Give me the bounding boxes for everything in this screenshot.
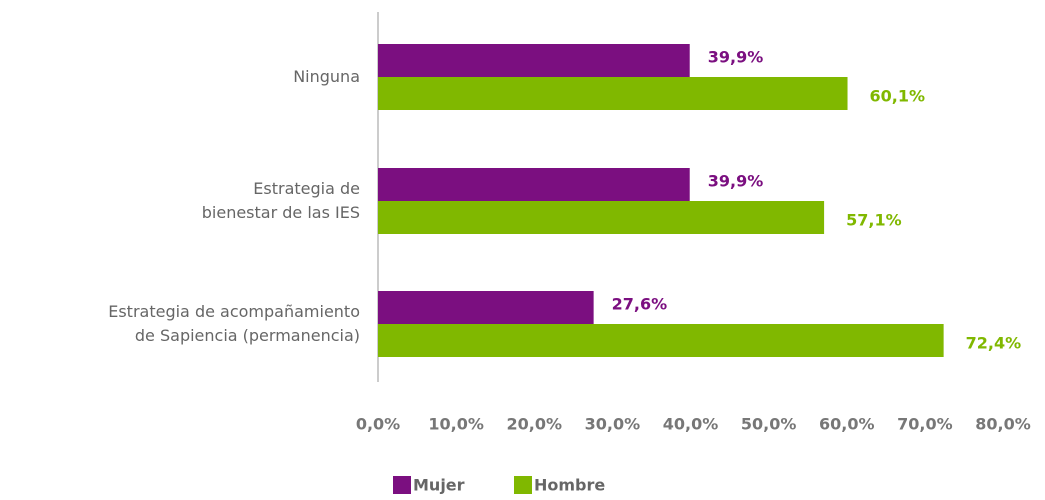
x-tick-label: 60,0% xyxy=(819,415,875,434)
value-label: 72,4% xyxy=(966,334,1022,353)
x-tick-label: 70,0% xyxy=(897,415,953,434)
value-label: 39,9% xyxy=(708,48,764,67)
value-label: 57,1% xyxy=(846,211,902,230)
x-tick-label: 0,0% xyxy=(356,415,400,434)
category-label: Estrategia de acompañamiento de Sapiencia… xyxy=(108,302,360,345)
bar xyxy=(378,44,690,77)
x-tick-label: 20,0% xyxy=(506,415,562,434)
value-label: 60,1% xyxy=(870,87,926,106)
legend-swatch xyxy=(514,476,532,494)
legend-label: Mujer xyxy=(413,476,465,495)
bar xyxy=(378,77,848,110)
x-tick-label: 40,0% xyxy=(663,415,719,434)
x-tick-label: 10,0% xyxy=(428,415,484,434)
x-tick-label: 30,0% xyxy=(585,415,641,434)
category-label: Ninguna xyxy=(293,67,360,86)
value-label: 27,6% xyxy=(612,295,668,314)
bar xyxy=(378,291,594,324)
bar xyxy=(378,201,825,234)
category-label: Estrategia de bienestar de las IES xyxy=(202,179,360,222)
x-tick-label: 50,0% xyxy=(741,415,797,434)
legend-swatch xyxy=(393,476,411,494)
legend-label: Hombre xyxy=(534,476,605,495)
bar xyxy=(378,168,690,201)
x-tick-label: 80,0% xyxy=(975,415,1031,434)
bar xyxy=(378,324,944,357)
value-label: 39,9% xyxy=(708,172,764,191)
